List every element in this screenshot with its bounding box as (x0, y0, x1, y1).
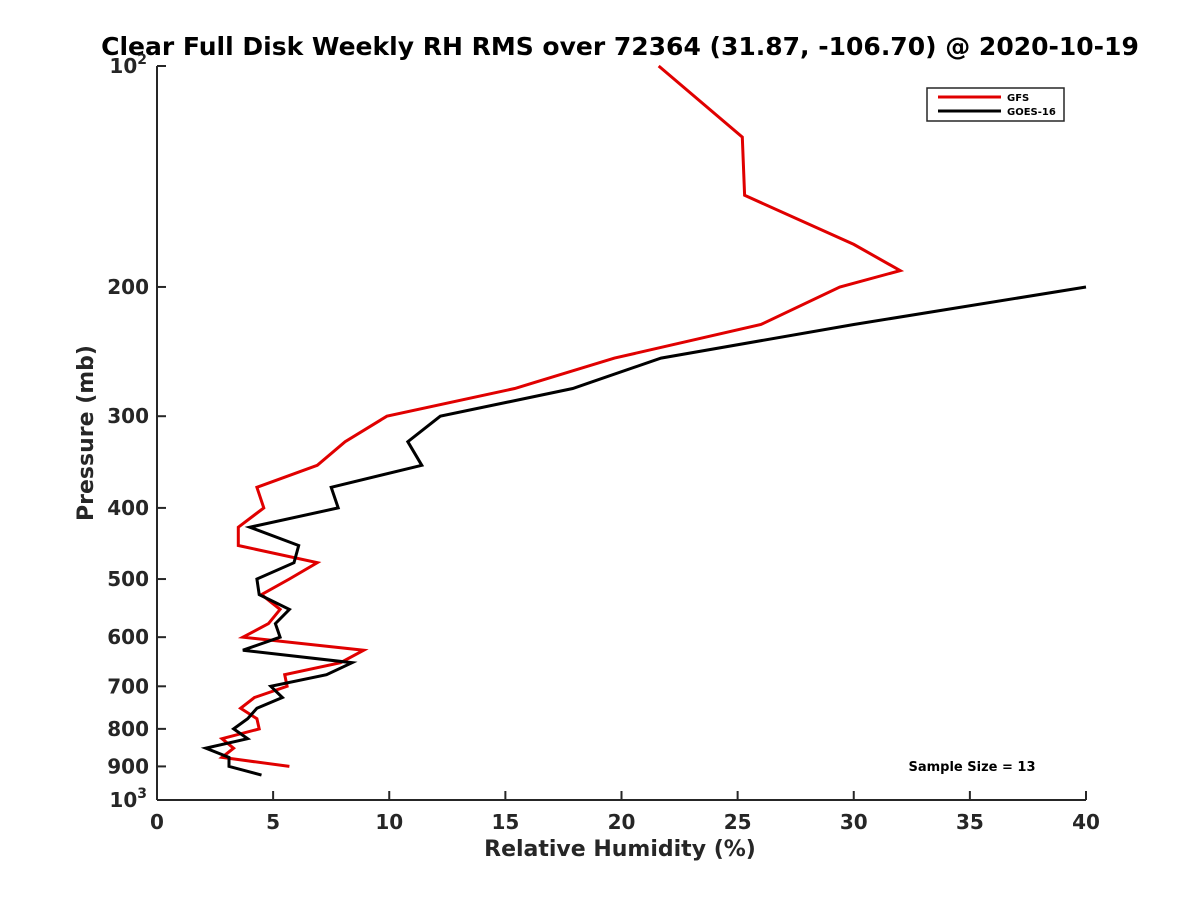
y-tick-label: 200 (107, 275, 149, 299)
y-tick-label: 700 (107, 674, 149, 698)
y-tick-label: 800 (107, 717, 149, 741)
y-axis-ticks: 102 200 300 400 500 600 700 800 900 103 (107, 52, 166, 812)
x-tick-label: 10 (375, 810, 403, 834)
y-tick-label: 102 (109, 52, 147, 78)
x-tick-label: 20 (608, 810, 636, 834)
x-tick-label: 35 (956, 810, 984, 834)
legend-box (926, 87, 1065, 122)
x-axis-label: Relative Humidity (%) (484, 837, 756, 862)
y-tick-label: 103 (109, 786, 147, 812)
y-tick-label: 400 (107, 496, 149, 520)
x-tick-label: 30 (840, 810, 868, 834)
y-tick-label: 900 (107, 754, 149, 778)
legend-entry-label: GOES-16 (1007, 107, 1056, 118)
x-tick-label: 5 (266, 810, 280, 834)
y-tick-label: 600 (107, 625, 149, 649)
x-axis-ticks: 0 5 10 15 20 25 30 35 40 (150, 791, 1100, 834)
sample-size-annotation: Sample Size = 13 (908, 760, 1035, 775)
x-tick-label: 25 (724, 810, 752, 834)
y-tick-label: 300 (107, 404, 149, 428)
x-tick-label: 15 (491, 810, 519, 834)
y-tick-label: 500 (107, 567, 149, 591)
legend: GFS GOES-16 (926, 87, 1065, 122)
series-layer (200, 64, 1087, 777)
x-tick-label: 0 (150, 810, 164, 834)
series-line-gfs (218, 64, 905, 768)
series-line-goes-16 (200, 285, 1087, 777)
y-axis-label: Pressure (mb) (74, 345, 99, 521)
axes (156, 66, 1086, 801)
x-tick-label: 40 (1072, 810, 1100, 834)
legend-entry-label: GFS (1007, 93, 1029, 104)
chart-title: Clear Full Disk Weekly RH RMS over 72364… (101, 32, 1139, 61)
